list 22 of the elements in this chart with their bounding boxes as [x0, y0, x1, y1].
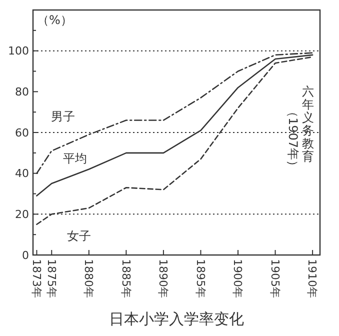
text: 日本小学入学率变化 — [109, 310, 244, 328]
x-tick-label: 1910年 — [306, 259, 319, 298]
x-tick-label: 1885年 — [119, 259, 132, 298]
y-tick-label: 100 — [8, 44, 29, 58]
x-tick-label: 1873年 — [30, 259, 43, 298]
x-tick-label: 1875年 — [44, 259, 58, 298]
x-tick-label: 1880年 — [82, 259, 96, 298]
x-tick-label: 1895年 — [194, 259, 207, 298]
series-label: 平均 — [62, 151, 87, 166]
y-tick-label: 40 — [15, 167, 29, 180]
x-tick-label: 1890年 — [156, 259, 170, 298]
x-tick-label: 1905年 — [268, 259, 282, 298]
y-tick-label: 80 — [15, 86, 29, 99]
annotation: （1907年） — [286, 106, 300, 172]
y-axis-title: （%） — [37, 13, 72, 27]
y-tick-label: 20 — [15, 208, 29, 222]
y-tick-label: 60 — [15, 126, 29, 140]
y-tick-label: 0 — [22, 248, 29, 262]
series-label: 男子 — [50, 110, 75, 124]
annotation: 六年义务教育 — [302, 84, 314, 164]
x-tick-label: 1900年 — [231, 259, 244, 298]
series-label: 女子 — [66, 229, 91, 244]
